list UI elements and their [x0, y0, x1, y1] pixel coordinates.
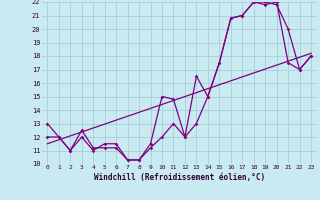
X-axis label: Windchill (Refroidissement éolien,°C): Windchill (Refroidissement éolien,°C) — [94, 173, 265, 182]
